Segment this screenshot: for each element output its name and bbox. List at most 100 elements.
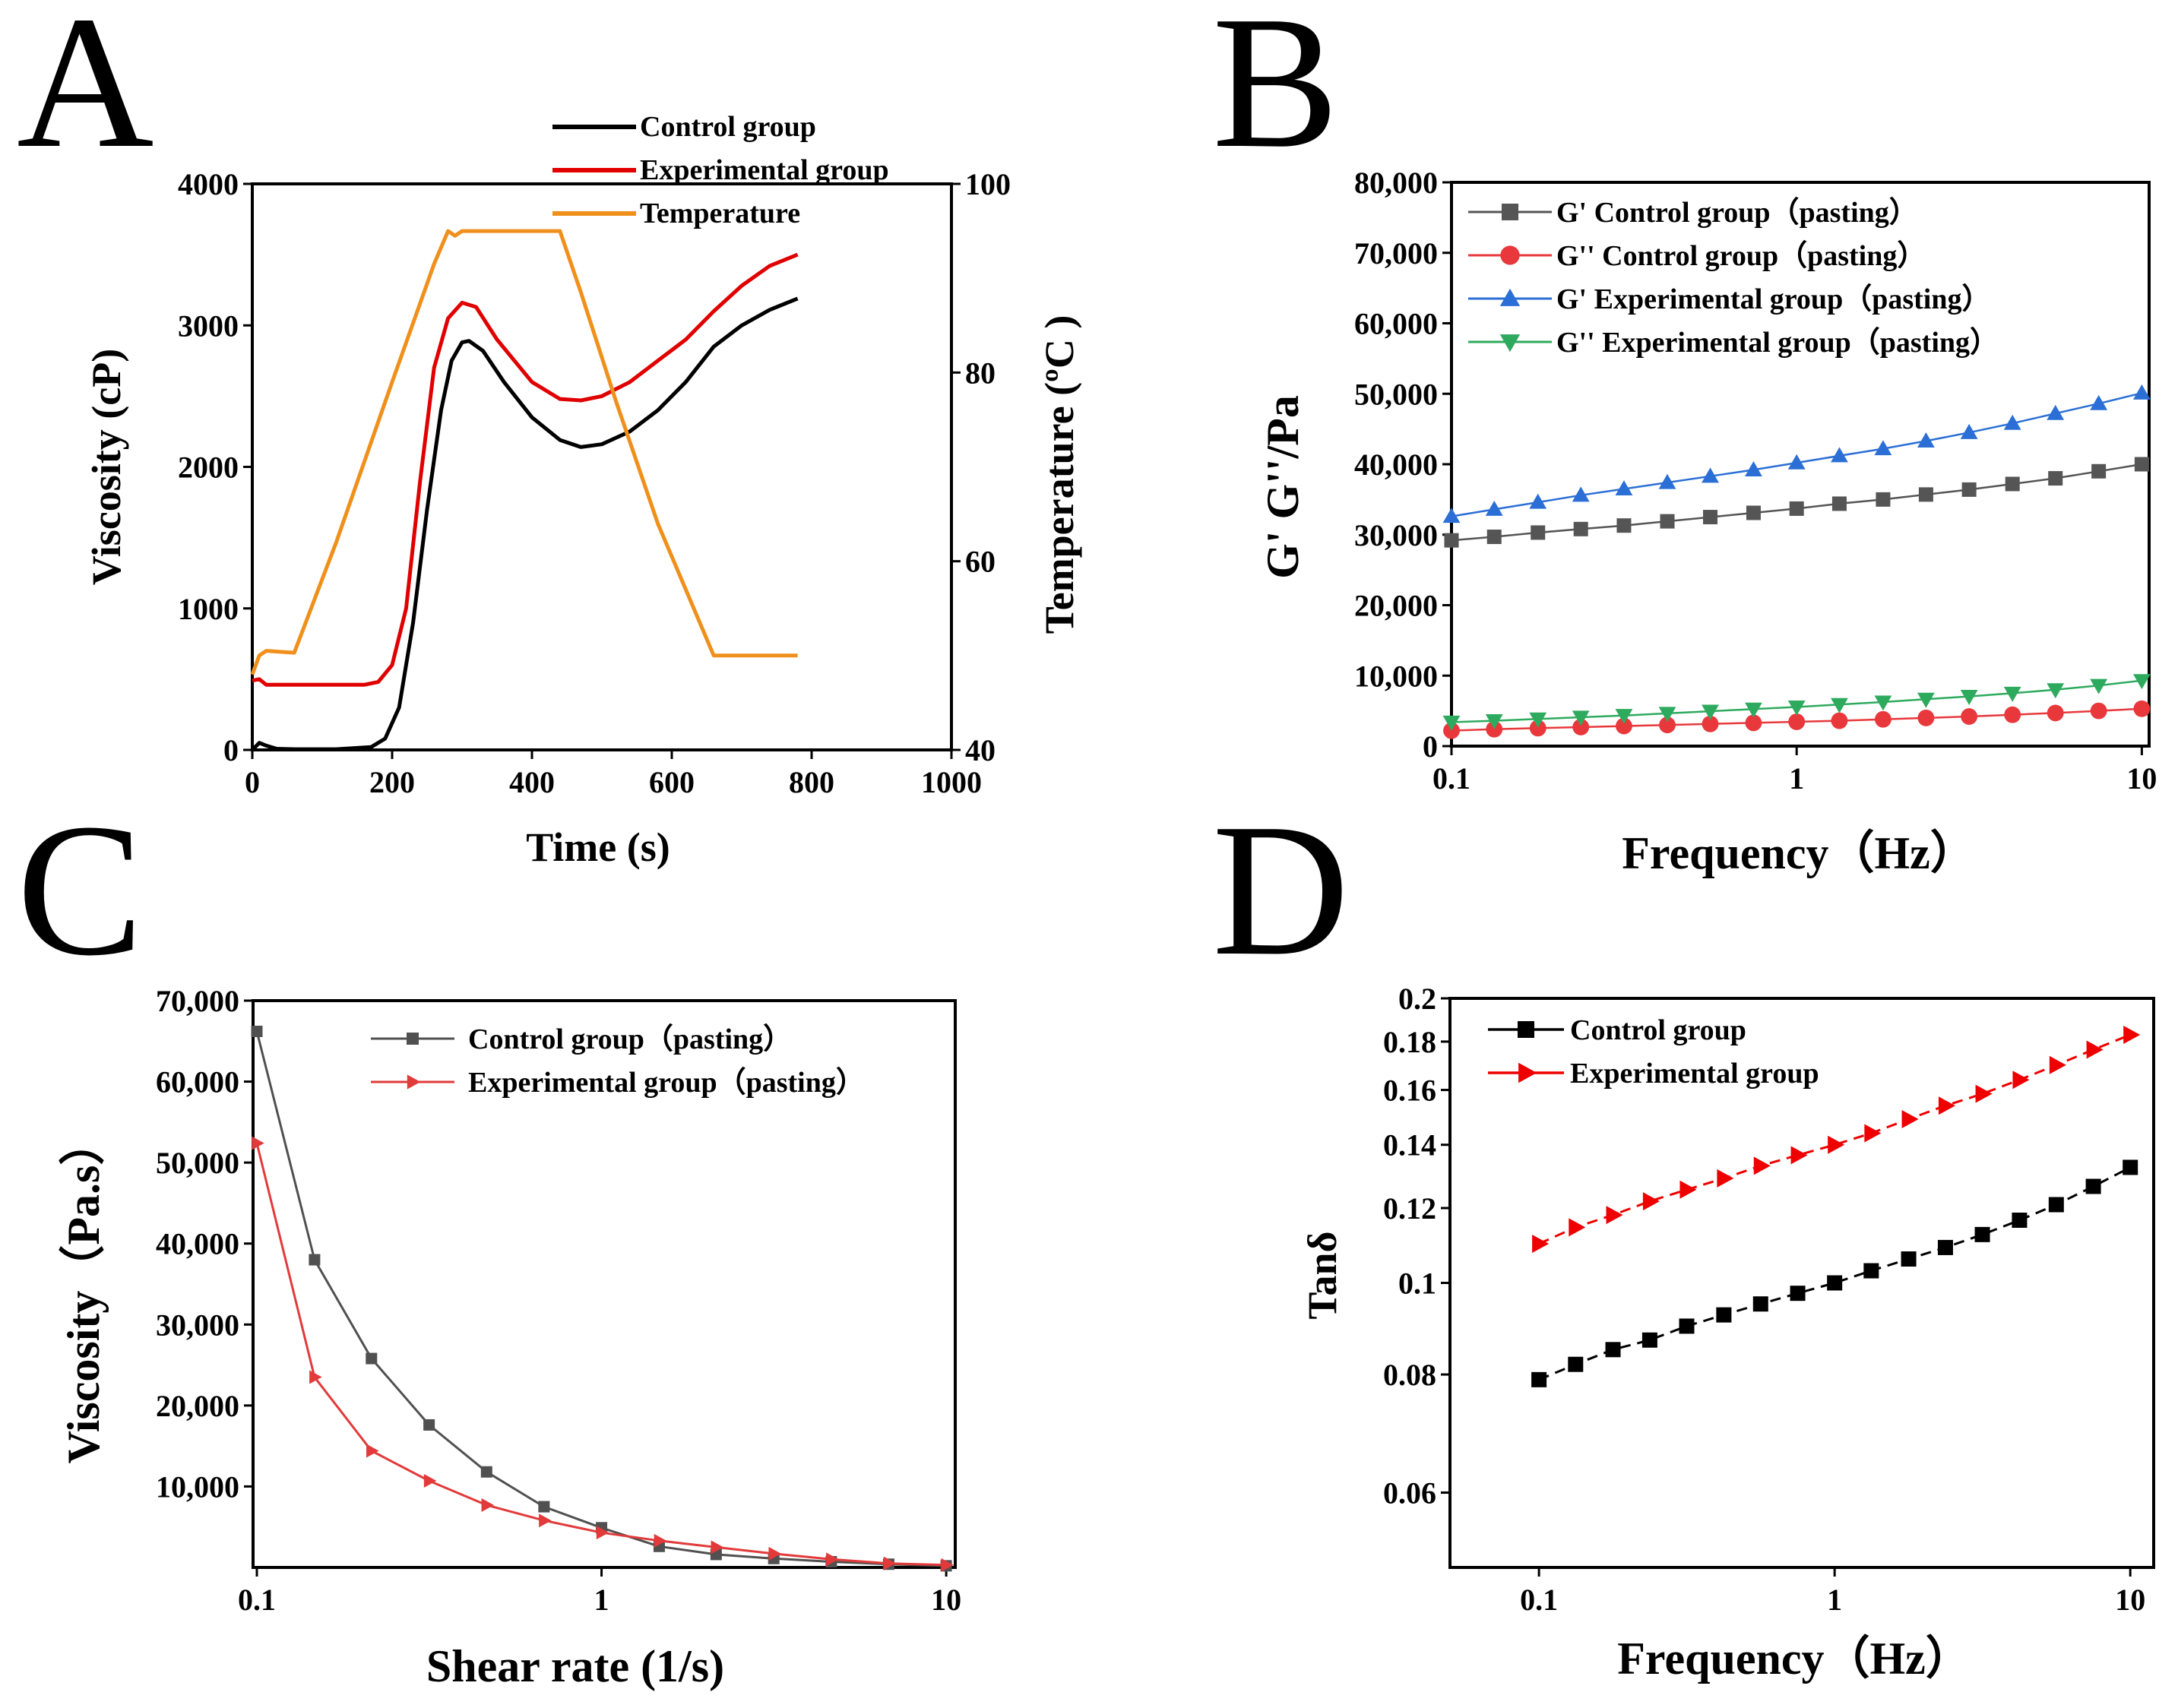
data-point xyxy=(1745,714,1762,732)
data-point xyxy=(768,1546,781,1561)
data-point xyxy=(538,1501,550,1513)
data-point xyxy=(2090,702,2107,720)
data-point xyxy=(1828,1135,1845,1154)
data-point xyxy=(2049,1055,2066,1074)
series-line-experimental-group-pasting xyxy=(255,1143,947,1567)
data-point xyxy=(654,1533,667,1548)
y2-axis-title: Temperature (ºC ) xyxy=(1037,315,1082,634)
y-tick-label: 20,000 xyxy=(156,1389,239,1423)
y-tick-label: 0.16 xyxy=(1383,1074,1436,1108)
x-tick-label: 10 xyxy=(2115,1583,2145,1617)
x-tick-label: 200 xyxy=(369,765,415,799)
data-point xyxy=(2047,683,2065,699)
panel-b: 0.1 1 10 0 10,000 20,000 30,000 40,000 50,000 60,… xyxy=(1258,166,2157,878)
data-point xyxy=(1874,695,1892,711)
data-point xyxy=(1876,492,1891,507)
y-tick-label: 0.12 xyxy=(1383,1191,1436,1226)
data-point xyxy=(1790,1286,1806,1302)
data-point xyxy=(1442,715,1461,731)
legend-marker xyxy=(1499,288,1521,306)
data-point xyxy=(1788,713,1806,730)
legend-label-control-group: Control group xyxy=(640,111,816,143)
data-point xyxy=(1937,1239,1953,1255)
data-point xyxy=(2012,1212,2028,1228)
data-point xyxy=(1615,709,1633,725)
x-axis-title: Frequency（Hz） xyxy=(1617,1633,1971,1684)
y-tick-label: 0 xyxy=(223,733,239,767)
data-point xyxy=(1831,447,1848,463)
legend-label-control-group-pasting: Control group（pasting） xyxy=(468,1023,792,1055)
y-tick-label: 0.08 xyxy=(1383,1358,1436,1392)
plot-frame xyxy=(251,182,953,751)
data-point xyxy=(1752,1296,1768,1312)
data-point xyxy=(1974,1226,1990,1242)
y-tick-label: 40,000 xyxy=(156,1227,239,1261)
data-point xyxy=(1615,480,1633,496)
data-point xyxy=(1605,1342,1621,1358)
legend-label-g-control-group-pasting: G'' Control group（pasting） xyxy=(1556,240,1926,272)
data-point xyxy=(2123,1025,2141,1044)
data-point xyxy=(1569,1218,1586,1237)
data-point xyxy=(596,1526,609,1540)
data-point xyxy=(1529,493,1547,509)
panel-letter-c: C xyxy=(17,785,144,995)
data-point xyxy=(1918,487,1933,502)
data-point xyxy=(2086,1040,2104,1059)
data-point xyxy=(366,1444,379,1458)
legend-label-g-experimental-group-pasting: G' Experimental group（pasting） xyxy=(1556,283,1990,315)
y-tick-label: 30,000 xyxy=(1354,518,1438,552)
y-tick-label: 100 xyxy=(965,167,1011,201)
legend-label-g-control-group-pasting: G' Control group（pasting） xyxy=(1556,197,1918,229)
data-point xyxy=(1960,690,1978,706)
y-tick-label: 2000 xyxy=(178,451,239,485)
x-tick-label: 0.1 xyxy=(1520,1583,1558,1617)
data-point xyxy=(1531,525,1546,540)
series-line-experimental-group xyxy=(252,252,799,687)
x-tick-label: 800 xyxy=(789,765,834,799)
data-point xyxy=(1532,1235,1550,1254)
data-point xyxy=(481,1498,495,1512)
data-point xyxy=(2133,700,2151,717)
data-point xyxy=(1831,697,1848,713)
data-point xyxy=(1746,505,1761,520)
data-point xyxy=(1485,500,1503,516)
data-point xyxy=(1717,1169,1734,1188)
x-axis-title: Frequency（Hz） xyxy=(1622,827,1976,878)
legend-label-experimental-group: Experimental group xyxy=(640,154,889,186)
legend-marker xyxy=(1518,1062,1537,1083)
y-axis-title: Viscosity（Pa.s） xyxy=(58,1120,109,1464)
data-point xyxy=(1529,720,1546,737)
data-point xyxy=(1875,710,1892,728)
series-line-control-group-pasting xyxy=(255,1031,947,1567)
x-tick-label: 1 xyxy=(1789,761,1804,795)
data-point xyxy=(1901,1251,1917,1267)
data-point xyxy=(1572,710,1590,726)
data-point xyxy=(1917,692,1935,708)
data-point xyxy=(2003,686,2021,702)
x-tick-label: 1 xyxy=(1827,1583,1842,1617)
panel-letter-b: B xyxy=(1212,0,1339,188)
data-point xyxy=(1753,1156,1771,1175)
y-tick-label: 0.2 xyxy=(1398,982,1436,1016)
legend-label-temperature: Temperature xyxy=(640,198,800,229)
data-point xyxy=(1961,482,1977,497)
x-axis-title: Time (s) xyxy=(526,824,670,870)
data-point xyxy=(2085,1178,2101,1194)
data-point xyxy=(826,1552,839,1567)
data-point xyxy=(1642,1192,1660,1211)
legend-marker xyxy=(407,1033,419,1045)
data-point xyxy=(309,1254,321,1266)
data-point xyxy=(1961,708,1978,725)
legend-marker xyxy=(1499,334,1521,353)
data-point xyxy=(1573,521,1588,536)
data-point xyxy=(2004,706,2021,723)
panel-letter-d: D xyxy=(1212,785,1350,995)
data-point xyxy=(1641,1332,1657,1348)
data-point xyxy=(1616,717,1632,735)
y-tick-label: 4000 xyxy=(178,167,239,201)
data-point xyxy=(1679,1318,1695,1334)
data-point xyxy=(2005,476,2020,492)
panel-c: 0.1 1 10 10,000 20,000 30,000 40,000 50,000 60,0… xyxy=(58,984,961,1691)
data-point xyxy=(2123,1159,2138,1175)
